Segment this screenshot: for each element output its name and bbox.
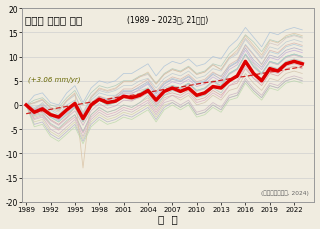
Text: (국립해양조사원, 2024): (국립해양조사원, 2024): [261, 189, 309, 195]
Text: 연평균 해수면 높이: 연평균 해수면 높이: [25, 15, 82, 25]
Text: (1989 – 2023년, 21개소): (1989 – 2023년, 21개소): [127, 15, 209, 24]
X-axis label: 연  도: 연 도: [158, 213, 178, 224]
Text: (+3.06 mm/yr): (+3.06 mm/yr): [28, 76, 80, 83]
